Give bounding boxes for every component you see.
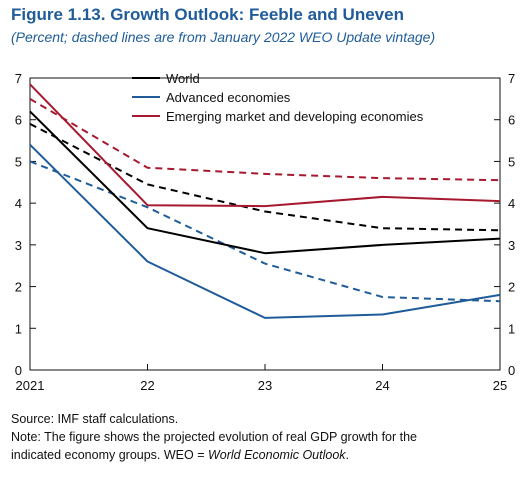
series-line-emerging-market-and-developing-economies-2 — [29, 83, 501, 208]
y-tick-label-right: 6 — [508, 113, 515, 128]
y-tick-label-right: 2 — [508, 280, 515, 295]
y-tick-label-right: 7 — [508, 71, 515, 86]
note-italic-text: World Economic Outlook — [207, 448, 346, 462]
y-tick-label-right: 4 — [508, 196, 515, 211]
y-tick-label-left: 7 — [15, 71, 22, 86]
chart-series — [29, 83, 501, 319]
chart-legend: World Advanced economies Emerging market a… — [132, 71, 424, 124]
y-tick-label-left: 3 — [15, 238, 22, 253]
series-line-dashed-january-2022-weo-update-4 — [29, 160, 501, 303]
y-tick-label-right: 3 — [508, 238, 515, 253]
series-line-advanced-economies-1 — [29, 143, 501, 319]
y-tick-label-left: 4 — [15, 196, 22, 211]
figure-note-line-2: indicated economy groups. WEO = World Ec… — [11, 448, 349, 462]
x-tick-label: 25 — [493, 378, 507, 393]
x-tick-label: 2021 — [16, 378, 45, 393]
legend-label: Advanced economies — [166, 90, 291, 105]
y-tick-label-left: 5 — [15, 154, 22, 169]
x-tick-label: 23 — [258, 378, 272, 393]
y-tick-label-right: 0 — [508, 363, 515, 378]
y-tick-label-left: 0 — [15, 363, 22, 378]
x-tick-label: 24 — [375, 378, 389, 393]
y-tick-label-right: 5 — [508, 154, 515, 169]
legend-label: Emerging market and developing economies — [166, 109, 424, 124]
y-tick-label-left: 2 — [15, 280, 22, 295]
x-tick-label: 22 — [140, 378, 154, 393]
legend-label: World — [166, 71, 200, 86]
series-line-world-0 — [29, 110, 501, 255]
figure-title: Figure 1.13. Growth Outlook: Feeble and … — [11, 5, 404, 24]
y-tick-label-left: 6 — [15, 113, 22, 128]
source-note: Source: IMF staff calculations. — [11, 412, 179, 426]
figure-note-line-1: Note: The figure shows the projected evo… — [11, 430, 418, 444]
note-text-end: . — [345, 448, 350, 462]
series-line-dashed-january-2022-weo-update-5 — [29, 98, 501, 182]
y-tick-label-right: 1 — [508, 321, 515, 336]
figure-subtitle: (Percent; dashed lines are from January … — [11, 29, 436, 45]
note-text: indicated economy groups. WEO = — [11, 448, 208, 462]
y-tick-label-left: 1 — [15, 321, 22, 336]
